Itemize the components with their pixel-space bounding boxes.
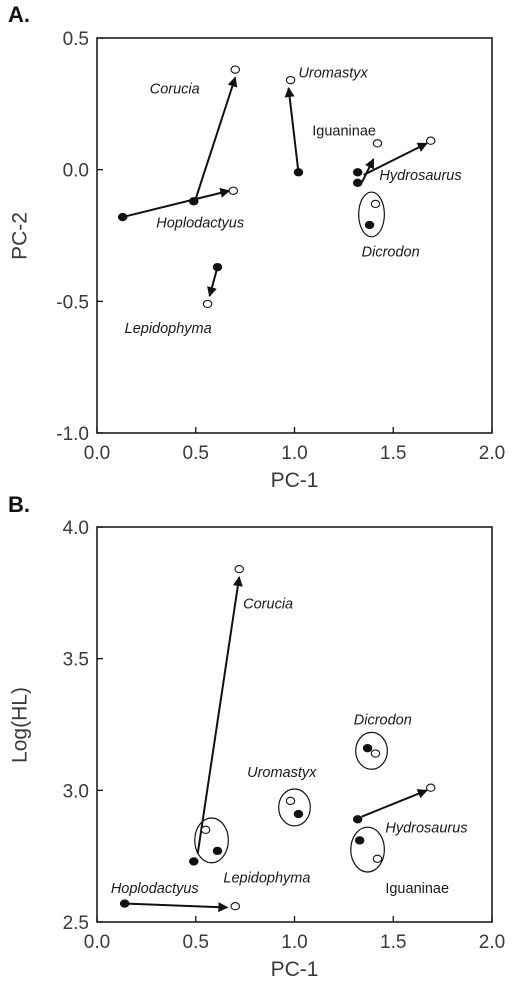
- y-axis-title: Log(HL): [9, 687, 32, 763]
- group-ellipse: [278, 788, 311, 827]
- data-point-filled: [212, 262, 223, 272]
- arrow: [284, 87, 300, 173]
- y-tick-label: 3.0: [63, 781, 89, 802]
- taxon-label: Dicrodon: [354, 713, 412, 729]
- data-point-filled: [362, 744, 373, 753]
- arrow: [124, 902, 229, 913]
- data-point-open: [285, 796, 296, 806]
- data-point-filled: [354, 836, 365, 845]
- panel-label: A.: [8, 2, 30, 27]
- taxon-label: Lepidophyma: [125, 321, 212, 337]
- taxon-label: Iguaninae: [385, 881, 449, 897]
- taxon-label: Corucia: [243, 597, 293, 613]
- y-tick-label: 2.5: [63, 913, 89, 934]
- x-tick-label: 2.0: [479, 443, 505, 464]
- arrow: [363, 142, 428, 176]
- x-tick-label: 0.0: [84, 932, 110, 953]
- data-point-filled: [352, 168, 363, 177]
- group-ellipse: [194, 817, 229, 864]
- taxon-label: Uromastyx: [247, 765, 317, 781]
- y-tick-label: 3.5: [63, 650, 89, 671]
- taxon-label: Uromastyx: [298, 66, 368, 82]
- panel-label: B.: [8, 492, 30, 517]
- taxon-label: Dicrodon: [362, 245, 420, 261]
- chart-panel-a: A. 0.0 0.5 1.0 1.5 2.0 0.5 0.0 -0.5 -1.0 PC-1 PC-2 C…: [8, 2, 505, 492]
- data-point-open: [426, 783, 436, 792]
- data-point-open: [200, 825, 211, 834]
- data-point-open: [426, 136, 436, 145]
- x-tick-label: 1.5: [380, 443, 406, 464]
- x-tick-label: 0.5: [183, 932, 209, 953]
- x-tick-label: 0.0: [84, 443, 110, 464]
- x-tick-label: 1.5: [380, 932, 406, 953]
- data-point-open: [372, 854, 383, 863]
- x-axis-title: PC-1: [271, 958, 319, 981]
- data-point-filled: [189, 857, 199, 866]
- y-tick-label: 0.5: [63, 29, 89, 50]
- x-tick-label: 0.5: [183, 443, 209, 464]
- taxon-label: Corucia: [150, 81, 200, 97]
- arrow: [361, 789, 428, 818]
- data-point-open: [285, 75, 296, 85]
- group-ellipse: [355, 731, 388, 770]
- plot-frame: [96, 526, 493, 923]
- arrow: [196, 576, 243, 854]
- y-tick-label: -1.0: [56, 424, 89, 445]
- y-tick-label: -0.5: [56, 292, 89, 313]
- data-point-open: [370, 749, 381, 758]
- data-point-open: [202, 299, 213, 309]
- arrow: [122, 188, 231, 219]
- group-ellipse: [358, 191, 385, 238]
- data-point-open: [234, 564, 244, 574]
- x-tick-label: 2.0: [479, 932, 505, 953]
- arrow: [360, 158, 375, 184]
- data-point-filled: [119, 899, 130, 908]
- taxon-label: Iguaninae: [312, 123, 376, 139]
- taxon-label: Hydrosaurus: [385, 820, 467, 836]
- data-point-open: [228, 186, 239, 195]
- data-point-filled: [352, 815, 363, 824]
- y-axis-title: PC-2: [9, 212, 32, 260]
- x-tick-label: 1.0: [281, 443, 307, 464]
- y-tick-label: 4.0: [63, 518, 89, 539]
- data-point-open: [230, 902, 241, 911]
- data-point-filled: [189, 197, 199, 206]
- arrow: [207, 266, 219, 298]
- data-point-filled: [293, 809, 304, 819]
- data-point-open: [372, 139, 383, 148]
- data-point-filled: [293, 168, 304, 177]
- group-ellipse: [350, 826, 385, 873]
- x-tick-label: 1.0: [281, 932, 307, 953]
- x-axis-title: PC-1: [271, 469, 319, 492]
- data-point-open: [230, 65, 241, 74]
- data-point-filled: [212, 846, 223, 856]
- data-point-filled: [352, 178, 363, 187]
- data-point-open: [370, 199, 381, 209]
- taxon-label: Lepidophyma: [223, 871, 310, 887]
- y-tick-label: 0.0: [63, 161, 89, 182]
- taxon-label: Hydrosaurus: [379, 168, 461, 184]
- taxon-label: Hoplodactyus: [111, 881, 199, 897]
- data-point-filled: [364, 220, 375, 230]
- arrow: [194, 76, 238, 199]
- data-point-filled: [117, 212, 128, 222]
- chart-panel-b: B. 0.0 0.5 1.0 1.5 2.0 4.0 3.5 3.0 2.5 PC-1 Log(HL)…: [8, 492, 505, 981]
- taxon-label: Hoplodactyus: [156, 216, 244, 232]
